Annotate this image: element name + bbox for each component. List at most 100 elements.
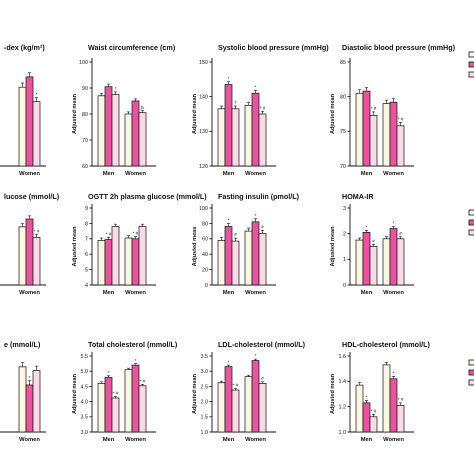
y-tick-label: 1 xyxy=(343,257,346,263)
y-axis-label: Adjusted mean xyxy=(72,373,78,414)
bar-men-s1 xyxy=(355,92,364,167)
bar-women-s3 xyxy=(32,236,41,286)
y-tick-label: 120 xyxy=(199,164,208,170)
y-tick-label: 1.2 xyxy=(339,405,347,411)
panel-1: -dex (kg/m²) * Women xyxy=(0,43,46,177)
y-tick-label: 90 xyxy=(82,86,88,92)
category-label: Men xyxy=(103,437,115,443)
bar-women-s2 xyxy=(389,378,398,433)
panel-title: -dex (kg/m²) xyxy=(4,43,45,52)
y-axis-label: Adjusted mean xyxy=(192,373,198,414)
significance-mark: * # xyxy=(113,391,119,396)
bar-men-s1 xyxy=(97,95,106,167)
bar-women-s3 xyxy=(258,383,267,433)
bar-women-s2 xyxy=(25,384,34,433)
bar-women-s3 xyxy=(258,113,267,167)
bar-men-s3 xyxy=(369,246,378,286)
y-tick-label: 5.0 xyxy=(81,369,89,375)
panel-9: e (mmol/L) * Women xyxy=(0,340,46,443)
y-tick-label: 70 xyxy=(340,164,346,170)
significance-mark: * xyxy=(115,86,117,91)
legend-swatch xyxy=(468,379,474,386)
y-tick-label: 0 xyxy=(343,283,346,289)
bar-women-s2 xyxy=(251,360,260,433)
bar-men-s2 xyxy=(224,84,233,167)
legend-swatch xyxy=(468,61,474,68)
bar-women-s3 xyxy=(396,125,405,167)
bar-women-s2 xyxy=(131,238,140,286)
category-label: Men xyxy=(103,290,115,296)
category-label: Women xyxy=(383,290,404,296)
bar-men-s2 xyxy=(104,239,113,286)
y-axis-label: Adjusted mean xyxy=(72,93,78,134)
y-tick-label: 2 xyxy=(343,232,346,238)
bar-women-s2 xyxy=(251,92,260,167)
category-label: Women xyxy=(125,290,146,296)
significance-mark: b xyxy=(141,105,144,110)
category-label: Women xyxy=(125,171,146,177)
y-tick-label: 40 xyxy=(202,252,208,258)
bar-men-s3 xyxy=(231,389,240,433)
significance-mark: # xyxy=(261,376,264,381)
panel-12: HDL-cholesterol (mmol/L) 1.0 1.2 1.4 1.6 Adju… xyxy=(330,340,430,443)
legend-swatch xyxy=(468,51,474,58)
bar-women-s1 xyxy=(382,238,391,286)
y-tick-label: 20 xyxy=(202,268,208,274)
significance-mark: * # xyxy=(233,383,239,388)
bar-men-s2 xyxy=(362,90,371,167)
panel-title: Diastolic blood pressure (mmHg) xyxy=(342,43,456,52)
significance-mark: * xyxy=(228,218,230,223)
significance-mark: * # xyxy=(133,231,139,236)
significance-mark: * # xyxy=(371,408,377,413)
category-label: Women xyxy=(383,171,404,177)
legend-swatch xyxy=(468,209,474,216)
significance-mark: # xyxy=(372,239,375,244)
significance-mark: # xyxy=(261,225,264,230)
significance-mark: * # xyxy=(34,228,40,233)
category-label: Women xyxy=(245,171,266,177)
bar-men-s3 xyxy=(231,240,240,286)
y-axis-label: Adjusted mean xyxy=(330,226,336,267)
panel-grid: -dex (kg/m²) * Women Waist circumference (c… xyxy=(0,43,456,443)
y-tick-label: 75 xyxy=(340,129,346,135)
category-label: Men xyxy=(361,437,373,443)
y-tick-label: 4.5 xyxy=(81,384,89,390)
panel-11: LDL-cholesterol (mmol/L) 1.0 1.5 2.0 2.5 3.0 3… xyxy=(192,340,306,443)
category-label: Men xyxy=(223,171,235,177)
significance-mark: * # xyxy=(260,105,266,110)
panel-5: lucose (mmol/L) * # Women xyxy=(0,192,60,296)
panel-title: Waist circumference (cm) xyxy=(88,43,176,52)
panel-7: Fasting insulin (pmol/L) 0 20 40 60 80 100 Adju… xyxy=(192,192,300,296)
bar-men-s1 xyxy=(217,239,226,286)
bar-men-s2 xyxy=(104,86,113,167)
y-tick-label: 1.4 xyxy=(339,379,347,385)
legend-swatch xyxy=(468,219,474,226)
y-tick-label: 80 xyxy=(82,112,88,118)
significance-mark: * # xyxy=(398,397,404,402)
y-tick-label: 7 xyxy=(85,237,88,243)
y-tick-label: 3.0 xyxy=(81,430,89,436)
significance-mark: † xyxy=(234,100,237,105)
legend-swatch xyxy=(468,359,474,366)
category-label: Women xyxy=(19,437,40,443)
y-axis-label: Adjusted meas xyxy=(192,227,198,267)
significance-mark: * xyxy=(135,358,137,363)
y-tick-label: 0 xyxy=(205,283,208,289)
significance-mark: * xyxy=(393,221,395,226)
category-label: Women xyxy=(245,437,266,443)
y-tick-label: 4.0 xyxy=(81,400,89,406)
panel-6: OGTT 2h plasma glucose (mmol/L) 4 5 6 7 8 9 Adj… xyxy=(72,192,207,296)
significance-mark: * xyxy=(255,213,257,218)
bar-men-s3 xyxy=(111,94,120,167)
category-label: Men xyxy=(223,290,235,296)
y-tick-label: 60 xyxy=(202,237,208,243)
y-tick-label: 70 xyxy=(82,138,88,144)
significance-mark: * xyxy=(36,92,38,97)
y-tick-label: 8 xyxy=(85,221,88,227)
category-label: Women xyxy=(245,290,266,296)
bar-women-s1 xyxy=(244,376,253,433)
panel-title: Fasting insulin (pmol/L) xyxy=(218,192,300,201)
y-tick-label: 5 xyxy=(85,268,88,274)
bar-women-s3 xyxy=(396,405,405,433)
panel-title: Total cholesterol (mmol/L) xyxy=(88,340,178,349)
